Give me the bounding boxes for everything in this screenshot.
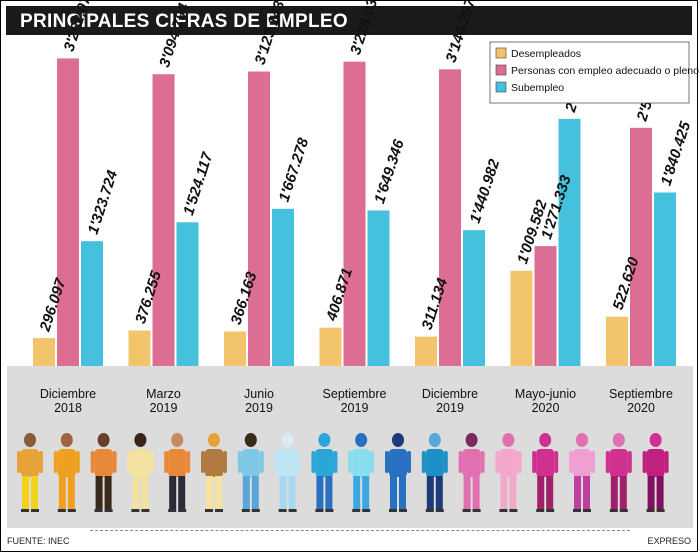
category-label: Septiembre — [323, 387, 387, 401]
source-note: FUENTE: INEC — [7, 536, 70, 546]
bar-desempleados-0 — [33, 338, 55, 366]
legend: Desempleados Personas con empleo adecuado… — [489, 41, 699, 104]
person-figure — [458, 433, 485, 512]
value-label: 1'667.278 — [276, 135, 313, 204]
person-figure — [17, 433, 43, 512]
value-label: 1'840.425 — [658, 119, 695, 188]
bar-personas-con-empleo-adecuado-o-pleno-0 — [57, 58, 79, 366]
bar-desempleados-5 — [510, 270, 533, 366]
category-label: 2019 — [341, 401, 369, 415]
category-label: Diciembre — [422, 387, 478, 401]
category-label: Junio — [244, 387, 274, 401]
person-figure — [127, 433, 154, 512]
legend-label: Subempleo — [511, 82, 564, 94]
legend-swatch — [495, 47, 507, 59]
legend-swatch — [495, 81, 507, 93]
person-figure — [53, 433, 80, 512]
bar-personas-con-empleo-adecuado-o-pleno-4 — [439, 69, 461, 367]
person-figure — [532, 433, 559, 512]
person-figure — [569, 433, 595, 512]
category-label: Septiembre — [609, 387, 673, 401]
category-label: Mayo-junio — [515, 387, 576, 401]
bar-personas-con-empleo-adecuado-o-pleno-5 — [534, 246, 557, 366]
bar-personas-con-empleo-adecuado-o-pleno-6 — [630, 127, 652, 366]
value-label: 1'323.724 — [85, 168, 122, 237]
person-figure — [311, 433, 338, 512]
bar-subempleo-0 — [81, 241, 103, 366]
chart-title: PRINCIPALES CIFRAS DE EMPLEO — [20, 11, 348, 32]
bar-subempleo-6 — [654, 192, 676, 366]
brand-label: EXPRESO — [647, 536, 691, 546]
bar-subempleo-3 — [367, 210, 390, 366]
title-bar: PRINCIPALES CIFRAS DE EMPLEO — [6, 6, 692, 35]
footer-divider — [90, 530, 630, 531]
value-label: 3'262.079 — [61, 0, 98, 54]
bar-personas-con-empleo-adecuado-o-pleno-1 — [152, 74, 175, 366]
bar-desempleados-4 — [415, 336, 437, 366]
category-label: Diciembre — [40, 387, 96, 401]
person-figure — [642, 433, 669, 512]
bar-subempleo-1 — [176, 222, 199, 366]
person-figure — [605, 433, 632, 512]
bar-subempleo-5 — [558, 118, 581, 367]
bar-personas-con-empleo-adecuado-o-pleno-2 — [248, 71, 270, 367]
legend-label: Desempleados — [511, 48, 581, 60]
value-label: 3'228.032 — [347, 0, 384, 57]
bar-subempleo-2 — [272, 208, 294, 366]
bar-subempleo-4 — [463, 230, 485, 366]
person-figure — [90, 433, 117, 512]
category-label: 2019 — [150, 401, 178, 415]
bar-desempleados-1 — [128, 330, 151, 366]
legend-label: Personas con empleo adecuado o pleno — [511, 65, 699, 77]
value-label: 1'649.346 — [371, 137, 408, 206]
person-figure — [348, 433, 375, 512]
person-figure — [274, 433, 301, 512]
value-label: 1'524.117 — [180, 150, 216, 218]
category-label: Marzo — [146, 387, 181, 401]
category-label: 2019 — [436, 401, 464, 415]
bar-personas-con-empleo-adecuado-o-pleno-3 — [343, 61, 366, 366]
person-figure — [421, 433, 448, 512]
value-label: 3'146.297 — [443, 0, 480, 65]
bar-desempleados-6 — [606, 316, 628, 366]
category-label: 2018 — [54, 401, 82, 415]
legend-swatch — [495, 64, 507, 76]
bars-group — [33, 58, 676, 367]
bar-desempleados-2 — [224, 331, 246, 366]
category-label: 2020 — [627, 401, 655, 415]
value-label: 3'094.794 — [156, 1, 193, 70]
bar-desempleados-3 — [319, 327, 342, 366]
category-label: 2020 — [532, 401, 560, 415]
person-figure — [237, 433, 264, 512]
person-figure — [164, 433, 191, 512]
value-label: 3'123.143 — [252, 0, 289, 67]
person-figure — [495, 433, 522, 512]
category-labels-group: Diciembre2018Marzo2019Junio2019Septiembr… — [40, 387, 673, 415]
legend-box — [489, 41, 690, 104]
people-illustration — [17, 433, 669, 512]
person-figure — [385, 433, 411, 512]
person-figure — [201, 433, 227, 512]
value-label: 1'440.982 — [467, 157, 504, 226]
category-label: 2019 — [245, 401, 273, 415]
